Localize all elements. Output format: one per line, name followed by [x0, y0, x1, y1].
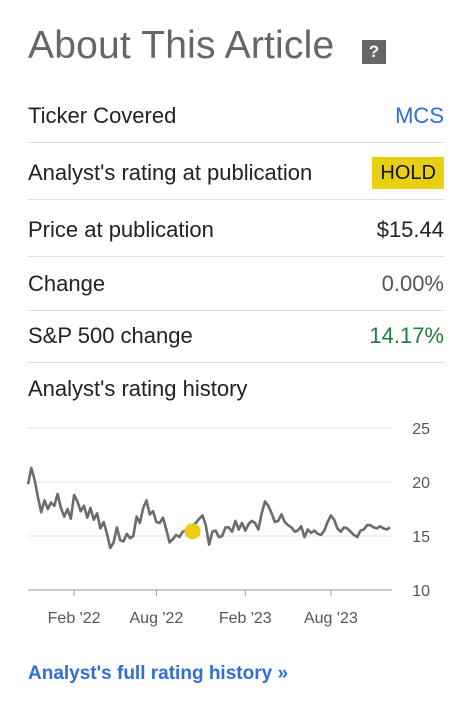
ticker-link[interactable]: MCS [395, 102, 444, 128]
rating-badge: HOLD [372, 156, 444, 189]
change-label: Change [28, 270, 106, 296]
x-tick-label: Feb '22 [48, 610, 101, 627]
y-tick-label: 20 [412, 475, 430, 492]
page-title: About This Article [28, 24, 335, 67]
y-tick-label: 10 [412, 583, 430, 600]
x-tick-label: Aug '22 [130, 610, 184, 627]
y-tick-label: 25 [412, 421, 430, 438]
x-tick-label: Aug '23 [304, 610, 358, 627]
question-icon[interactable]: ? [362, 40, 386, 64]
rating-label: Analyst's rating at publication [28, 159, 313, 185]
ticker-label: Ticker Covered [28, 102, 177, 128]
x-tick-label: Feb '23 [219, 610, 272, 627]
price-series-line [26, 466, 391, 550]
sp500-value: 14.17% [369, 322, 444, 348]
price-value: $15.44 [376, 216, 444, 242]
rating-marker [184, 523, 201, 540]
price-row: Price at publication $15.44 [28, 203, 444, 257]
ticker-row: Ticker Covered MCS [28, 89, 444, 143]
change-value: 0.00% [381, 270, 444, 296]
rating-row: Analyst's rating at publication HOLD [28, 146, 444, 200]
sp500-label: S&P 500 change [28, 322, 193, 348]
y-tick-label: 15 [412, 529, 430, 546]
sp500-row: S&P 500 change 14.17% [28, 309, 444, 363]
rating-history-title: Analyst's rating history [28, 376, 248, 401]
full-rating-history-link[interactable]: Analyst's full rating history » [28, 663, 289, 684]
rating-history-chart: 25 20 15 10 Feb '22 Aug '22 Feb '23 Aug '23 [26, 421, 430, 627]
change-row: Change 0.00% [28, 257, 444, 311]
price-label: Price at publication [28, 216, 214, 242]
